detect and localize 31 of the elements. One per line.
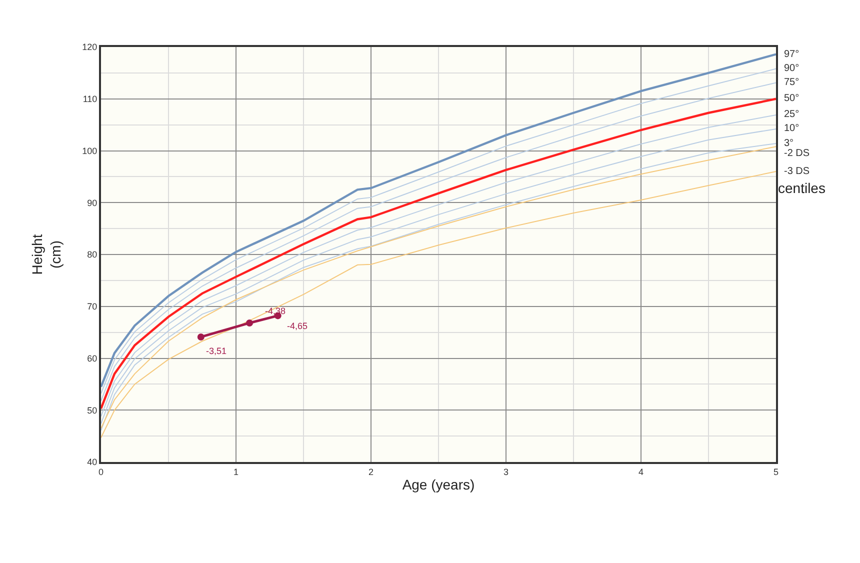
series-label: -3 DS [784, 166, 810, 177]
annotation: -3,51 [206, 346, 227, 356]
y-tick-label: 90 [87, 198, 98, 208]
y-tick-label: 70 [87, 302, 98, 312]
y-tick-label: 50 [87, 405, 98, 416]
y-axis-title: Height (cm) [29, 234, 64, 275]
series-label: 75° [784, 77, 800, 88]
y-tick-label: 100 [82, 146, 98, 156]
y-tick-label: 60 [87, 353, 98, 364]
series-label: 90° [784, 63, 800, 74]
series-label: 50° [784, 93, 800, 104]
y-tick-label: 110 [82, 94, 98, 104]
series-label: -2 DS [784, 148, 810, 159]
x-tick-label: 3 [503, 466, 509, 477]
series-label: 25° [784, 109, 800, 120]
series-label: 97° [784, 49, 800, 60]
x-tick-label: 5 [773, 466, 779, 477]
x-tick-label: 2 [368, 466, 374, 477]
series-label: 3° [784, 138, 794, 149]
x-tick-label: 1 [233, 466, 239, 477]
annotation: -4,65 [287, 321, 308, 331]
series-label: 10° [784, 123, 800, 134]
point [197, 333, 204, 340]
y-tick-label: 120 [82, 42, 98, 52]
y-tick-label: 80 [87, 250, 98, 260]
text: centiles [778, 180, 826, 196]
point [246, 319, 253, 326]
x-axis-title: Age (years) [402, 476, 475, 493]
y-tick-label: 40 [87, 457, 98, 468]
x-tick-label: 4 [638, 466, 644, 477]
x-tick-label: 0 [98, 466, 104, 477]
